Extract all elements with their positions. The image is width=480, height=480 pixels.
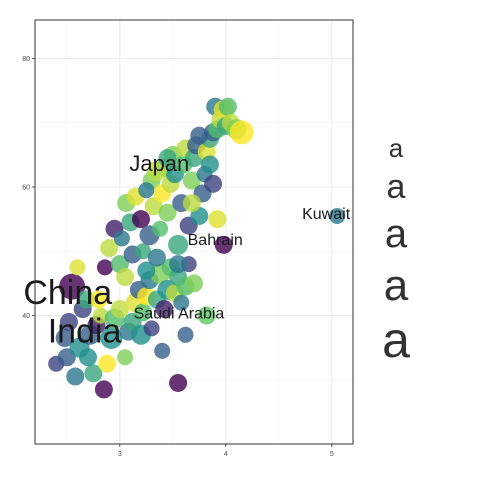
legend-key-glyph: a bbox=[387, 168, 406, 206]
data-points bbox=[48, 97, 346, 399]
data-point bbox=[84, 364, 103, 383]
country-label: Kuwait bbox=[302, 206, 351, 223]
data-point bbox=[59, 312, 78, 331]
data-point bbox=[79, 348, 97, 367]
data-point bbox=[155, 300, 174, 319]
x-tick-label: 5 bbox=[330, 451, 334, 458]
data-point bbox=[59, 273, 86, 300]
x-tick-label: 4 bbox=[224, 451, 228, 458]
data-point bbox=[154, 342, 171, 359]
legend-key-glyph: a bbox=[382, 312, 410, 368]
data-point bbox=[177, 326, 194, 343]
data-point bbox=[69, 259, 86, 276]
data-point bbox=[116, 267, 135, 286]
data-point bbox=[185, 274, 203, 293]
data-point bbox=[190, 126, 209, 145]
country-label: China bbox=[23, 274, 112, 312]
data-point bbox=[117, 349, 134, 366]
data-point bbox=[182, 194, 201, 213]
grid bbox=[35, 20, 353, 444]
data-point bbox=[143, 320, 160, 337]
data-point bbox=[132, 210, 150, 229]
data-point bbox=[135, 243, 152, 260]
data-point bbox=[214, 235, 233, 254]
data-point bbox=[169, 255, 188, 274]
country-label: Bahrain bbox=[188, 232, 243, 249]
plot-panel-border bbox=[34, 19, 354, 445]
data-point bbox=[182, 171, 201, 190]
x-tick-label: 3 bbox=[118, 451, 122, 458]
country-label: Japan bbox=[129, 151, 189, 176]
data-point bbox=[169, 373, 188, 392]
data-point bbox=[94, 380, 113, 399]
data-point bbox=[66, 367, 85, 386]
data-point bbox=[147, 248, 166, 267]
legend-key-glyph: a bbox=[385, 212, 408, 256]
country-label: Saudi Arabia bbox=[134, 306, 225, 323]
data-point bbox=[197, 306, 216, 325]
data-point bbox=[76, 290, 95, 309]
data-point bbox=[218, 97, 237, 116]
data-point bbox=[137, 261, 156, 280]
data-point bbox=[144, 197, 163, 216]
data-point bbox=[158, 149, 177, 168]
data-point bbox=[96, 259, 113, 276]
data-point bbox=[110, 300, 129, 319]
data-point bbox=[100, 239, 119, 258]
legend-key-glyph: a bbox=[389, 133, 404, 163]
data-point bbox=[204, 174, 223, 193]
y-tick-label: 80 bbox=[22, 56, 30, 63]
data-point bbox=[134, 303, 153, 322]
data-point bbox=[152, 220, 169, 237]
y-tick-label: 60 bbox=[22, 185, 30, 192]
data-point bbox=[55, 329, 74, 347]
data-point bbox=[329, 207, 346, 224]
data-point bbox=[100, 327, 123, 349]
data-point bbox=[200, 155, 219, 174]
data-point bbox=[208, 210, 227, 229]
country-labels: Kuwait Japan Bahrain China Saudi Arabia India bbox=[23, 151, 350, 351]
data-point bbox=[168, 234, 189, 255]
data-point bbox=[98, 354, 117, 373]
legend-key-glyph: a bbox=[384, 261, 409, 310]
data-point bbox=[158, 203, 177, 222]
data-point bbox=[89, 290, 108, 309]
data-point bbox=[113, 230, 130, 247]
y-tick-label: 40 bbox=[22, 313, 30, 320]
data-point bbox=[146, 160, 167, 181]
data-point bbox=[229, 120, 254, 145]
axis-ticks: 3 4 5 40 60 80 bbox=[22, 56, 334, 458]
data-point bbox=[173, 294, 190, 311]
data-point bbox=[138, 182, 155, 199]
country-label: India bbox=[48, 312, 122, 350]
